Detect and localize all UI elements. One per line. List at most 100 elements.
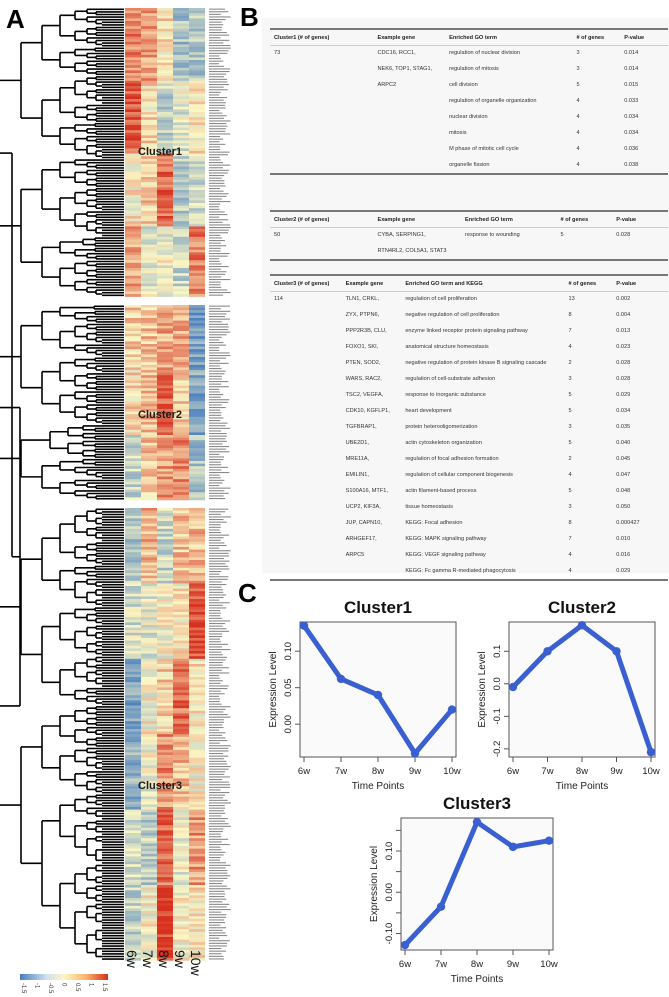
- cluster-gene-count: [270, 94, 373, 110]
- heatmap-cell: [157, 762, 173, 766]
- heatmap-cell: [173, 331, 189, 334]
- heatmap-cell: [157, 651, 173, 654]
- heatmap-cell: [125, 487, 141, 490]
- heatmap-cell: [173, 315, 189, 319]
- go-term: mitosis: [449, 129, 467, 136]
- heatmap-cell: [173, 210, 189, 214]
- heatmap-cell: [157, 265, 173, 269]
- gene-label: [209, 279, 231, 281]
- gene-label: [209, 929, 223, 931]
- heatmap-cell: [141, 195, 157, 199]
- heatmap-cell: [173, 497, 189, 501]
- heatmap-cell: [125, 653, 141, 657]
- cluster1-expression-plot: Cluster1 0.00 0.05 0.10 6w 7w 8w 9w 10w Time Poin…: [258, 592, 468, 800]
- gene-label: [209, 646, 222, 648]
- heatmap-cell: [125, 664, 141, 667]
- heatmap-cell: [189, 249, 205, 253]
- heatmap-cell: [173, 721, 189, 725]
- heatmap-cell: [125, 900, 141, 904]
- gene-label: [209, 375, 222, 377]
- heatmap-cell: [189, 843, 205, 847]
- heatmap-cell: [173, 440, 189, 444]
- heatmap-cell: [189, 307, 205, 311]
- heatmap-cell: [125, 427, 141, 431]
- heatmap-cell: [157, 39, 173, 43]
- data-point: [336, 674, 346, 684]
- heatmap-cell: [125, 523, 141, 527]
- heatmap-cell: [189, 218, 205, 222]
- heatmap-cell: [141, 479, 157, 483]
- heatmap-cell: [125, 830, 141, 834]
- gene-label: [209, 271, 227, 273]
- heatmap-cell: [125, 645, 141, 649]
- heatmap-cell: [125, 393, 141, 397]
- heatmap-cell: [157, 565, 173, 569]
- heatmap-cell: [157, 656, 173, 660]
- heatmap-cell: [189, 367, 205, 371]
- heatmap-cell: [125, 580, 141, 584]
- heatmap-cell: [141, 208, 157, 212]
- heatmap-cell: [157, 187, 173, 191]
- p-value: 0.033: [624, 97, 639, 104]
- heatmap-cell: [157, 489, 173, 493]
- heatmap-cell: [189, 794, 205, 797]
- heatmap-cell: [157, 856, 173, 860]
- heatmap-cell: [173, 825, 189, 829]
- go-term: KEGG: Focal adhesion: [405, 519, 463, 526]
- heatmap-cell: [141, 755, 157, 758]
- heatmap-cell: [157, 364, 173, 368]
- heatmap-cell: [157, 138, 173, 141]
- gene-label: [209, 76, 225, 78]
- heatmap-cell: [157, 723, 173, 727]
- heatmap-cell: [125, 609, 141, 613]
- heatmap-cell: [125, 955, 141, 959]
- heatmap-cell: [189, 731, 205, 735]
- heatmap-cell: [173, 34, 189, 37]
- heatmap-cell: [125, 866, 141, 870]
- heatmap-cell: [157, 679, 173, 683]
- heatmap-cell: [173, 619, 189, 623]
- heatmap-cell: [141, 939, 157, 943]
- p-value: 0.038: [620, 157, 668, 175]
- heatmap-cell: [141, 830, 157, 834]
- heatmap-cell: [157, 526, 173, 530]
- heatmap-cell: [157, 617, 173, 621]
- heatmap-cell: [173, 236, 189, 240]
- heatmap-cell: [125, 752, 141, 756]
- heatmap-cell: [173, 622, 189, 626]
- heatmap-cell: [141, 283, 157, 287]
- heatmap-cell: [125, 892, 141, 896]
- gene-label: [209, 266, 229, 268]
- heatmap-cell: [125, 677, 141, 680]
- heatmap-cell: [189, 643, 205, 647]
- heatmap-cell: [141, 825, 157, 829]
- heatmap-cell: [141, 658, 157, 662]
- gene-count: 3: [568, 423, 572, 430]
- heatmap-cell: [125, 513, 141, 517]
- heatmap-cell: [141, 731, 157, 735]
- gene-label: [209, 649, 231, 651]
- heatmap-cell: [189, 942, 205, 946]
- gene-label: [209, 19, 226, 21]
- gene-label: [209, 547, 220, 549]
- heatmap-cell: [157, 429, 173, 433]
- heatmap-cell: [189, 895, 205, 899]
- heatmap-cell: [141, 62, 157, 66]
- gene-label: [209, 916, 227, 918]
- gene-label: [209, 404, 222, 406]
- heatmap-cell: [141, 531, 157, 535]
- heatmap-cell: [141, 468, 157, 472]
- heatmap-cell: [157, 713, 173, 717]
- heatmap-cell: [189, 814, 205, 818]
- heatmap-cell: [125, 83, 141, 87]
- heatmap-cell: [157, 479, 173, 483]
- heatmap-cell: [141, 21, 157, 24]
- heatmap-cell: [189, 547, 205, 550]
- heatmap-cell: [141, 127, 157, 131]
- heatmap-cell: [125, 359, 141, 363]
- heatmap-cell: [125, 171, 141, 175]
- table-row: ARHGEF17, KEGG: MAPK signaling pathway 7 0.…: [270, 532, 668, 548]
- heatmap-cell: [189, 653, 205, 657]
- go-term: actin cytoskeleton organization: [405, 439, 482, 446]
- y-tick-label: 0.10: [283, 642, 294, 661]
